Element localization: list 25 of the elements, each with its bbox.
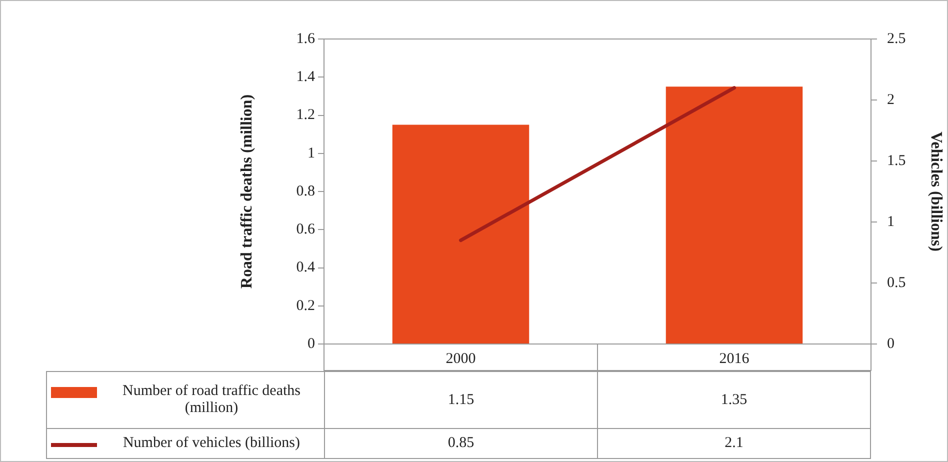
- data-label: 2.1: [598, 428, 870, 458]
- x-tick-label: 2016: [719, 350, 750, 367]
- y-tick-label: 1.2: [296, 107, 315, 124]
- y2-tick-label: 2: [887, 92, 894, 108]
- y2-tick-label: 1: [887, 214, 894, 230]
- y-tick-label: 0.8: [296, 183, 315, 200]
- y-tick-label: 1: [308, 145, 315, 162]
- legend-label: Number of vehicles (billions): [122, 435, 302, 452]
- y-axis-title: Road traffic deaths (million): [238, 94, 256, 289]
- y2-tick-label: 0: [887, 336, 894, 352]
- data-label: 0.85: [324, 428, 598, 458]
- legend-label: Number of road traffic deaths (million): [122, 383, 302, 417]
- y-tick-label: 0.4: [296, 260, 316, 276]
- y2-tick-label: 0.5: [887, 274, 906, 291]
- y-tick-label: 0: [308, 336, 315, 352]
- y-tick-label: 1.6: [296, 30, 316, 47]
- y-tick-label: 0.2: [296, 298, 315, 314]
- data-label: 1.35: [598, 372, 870, 428]
- y2-tick-label: 1.5: [887, 152, 906, 169]
- y2-axis-title: Vehicles (billions): [927, 132, 944, 252]
- y2-tick-label: 2.5: [887, 30, 906, 47]
- y-tick-label: 1.4: [296, 69, 316, 86]
- y-tick-label: 0.6: [296, 222, 316, 238]
- x-tick-label: 2000: [446, 350, 476, 367]
- data-label: 1.15: [324, 372, 598, 428]
